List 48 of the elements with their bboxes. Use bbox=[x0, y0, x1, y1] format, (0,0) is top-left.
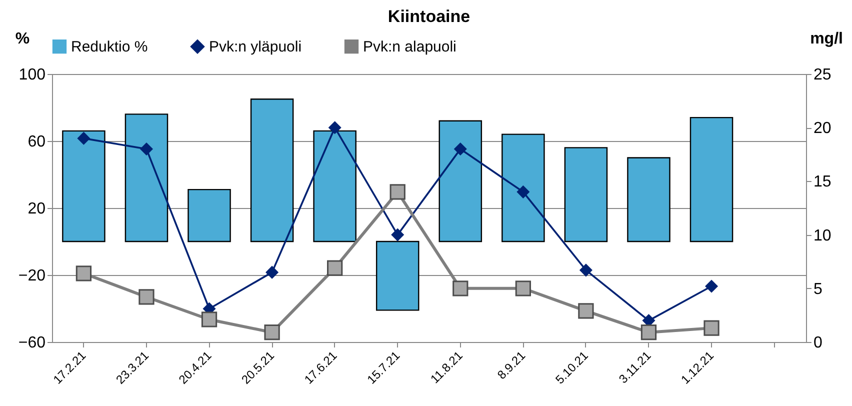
point bbox=[140, 142, 154, 156]
y2-tick-label: 5 bbox=[814, 280, 822, 298]
legend-label: Pvk:n alapuoli bbox=[363, 38, 456, 56]
point bbox=[452, 280, 468, 296]
bar bbox=[124, 114, 168, 242]
bar bbox=[690, 116, 734, 242]
y2-tick-label: 15 bbox=[814, 174, 832, 191]
point bbox=[579, 264, 592, 277]
legend-label: Reduktio % bbox=[71, 38, 148, 56]
point bbox=[515, 280, 531, 296]
y-tick-label: 20 bbox=[28, 200, 46, 218]
point bbox=[704, 320, 720, 336]
point bbox=[77, 132, 90, 145]
point bbox=[328, 121, 342, 134]
bar bbox=[250, 98, 294, 242]
point bbox=[454, 142, 467, 156]
point bbox=[327, 260, 343, 276]
bar bbox=[313, 130, 356, 242]
y2-axis-title: mg/l bbox=[810, 30, 843, 48]
y2-tick-label: 10 bbox=[814, 227, 832, 244]
point bbox=[201, 312, 218, 328]
point bbox=[640, 324, 657, 340]
bar bbox=[376, 240, 420, 311]
point bbox=[266, 266, 279, 279]
point bbox=[578, 303, 594, 319]
bar bbox=[438, 120, 482, 242]
point bbox=[390, 184, 406, 200]
y-tick-label: −60 bbox=[18, 334, 46, 352]
y-axis-title: % bbox=[15, 30, 30, 48]
bar bbox=[627, 157, 670, 242]
y-tick-label: −20 bbox=[18, 268, 46, 284]
y-tick-label: 60 bbox=[28, 134, 46, 150]
legend-label: Pvk:n yläpuoli bbox=[209, 38, 302, 56]
point bbox=[76, 266, 92, 282]
point bbox=[264, 324, 280, 340]
y2-tick-label: 20 bbox=[814, 120, 832, 138]
y2-tick-label: 0 bbox=[814, 334, 822, 352]
chart-title: Kiintoaine bbox=[388, 7, 470, 26]
point bbox=[704, 280, 718, 293]
point bbox=[138, 289, 154, 305]
point bbox=[391, 228, 404, 242]
y-tick-label: 100 bbox=[18, 66, 46, 84]
point bbox=[516, 185, 530, 198]
bar bbox=[502, 134, 545, 242]
bar bbox=[188, 188, 231, 242]
bar bbox=[564, 147, 608, 242]
bar bbox=[62, 130, 106, 242]
y2-tick-label: 25 bbox=[814, 66, 832, 84]
